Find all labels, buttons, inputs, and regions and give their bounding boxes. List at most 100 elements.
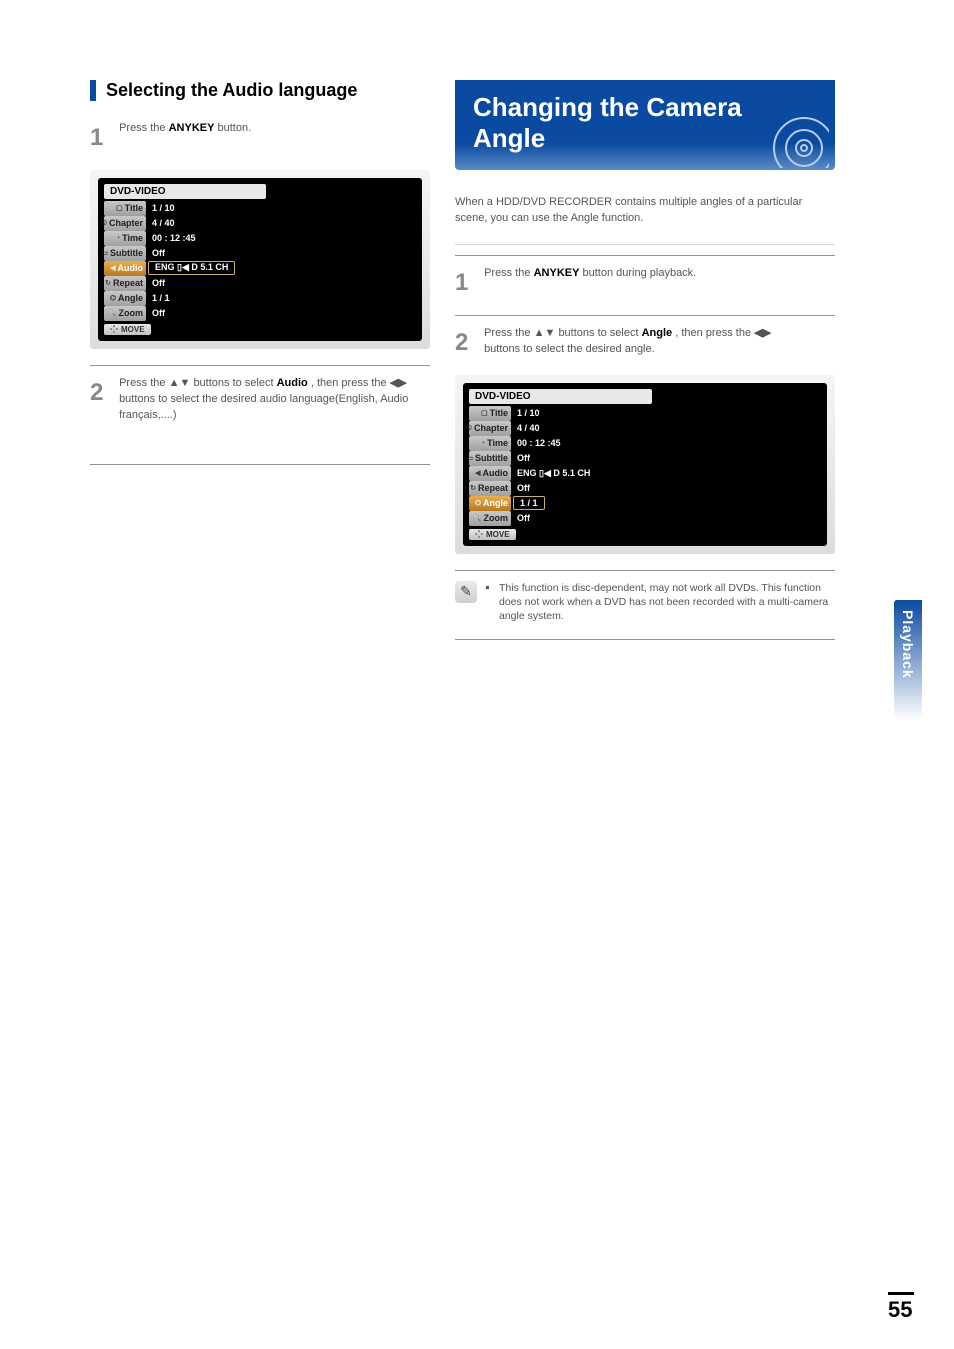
panel-key: ▢Title [104,201,146,216]
divider [455,315,835,316]
note-icon: ✎ [455,581,477,603]
rs2-end: , then press the [675,327,754,339]
panel-key-label: Chapter [474,423,508,433]
step1-post: button. [214,122,251,134]
panel-value: 4 / 40 [513,421,821,436]
section-title-audio: Selecting the Audio language [90,80,430,101]
panel-row-audio: ◀AudioENG ▯◀ D 5.1 CH [104,261,416,276]
row-icon: ▭ [466,454,473,462]
panel-value: 1 / 1 [513,496,545,510]
row-icon: ① [466,424,472,432]
panel-key: ▭Subtitle [469,451,511,466]
left-right-icon: ◀▶ [390,377,407,389]
rs1-post: button during playback. [579,267,696,279]
step1-bold: ANYKEY [169,122,215,134]
disc-icon [759,98,829,168]
panel-header: DVD-VIDEO [104,184,266,199]
panel-row-chapter: ①Chapter4 / 40 [469,421,821,436]
divider [455,570,835,571]
row-icon: ⌬ [475,499,481,507]
intro-text: When a HDD/DVD RECORDER contains multipl… [455,195,835,226]
s2a-end: , then press the [311,377,390,389]
panel-row-subtitle: ▭SubtitleOff [469,451,821,466]
row-icon: ▭ [101,249,108,257]
panel-key-label: Chapter [109,218,143,228]
rs1-bold: ANYKEY [534,267,580,279]
panel-row-angle: ⌬Angle1 / 1 [469,496,821,511]
step-number: 2 [455,326,481,361]
panel-key: ◔Time [104,231,146,246]
panel-value: ENG ▯◀ D 5.1 CH [148,261,235,275]
panel-key: ▢Title [469,406,511,421]
panel-key: ⌬Angle [104,291,146,306]
panel-value: 1 / 10 [148,201,416,216]
rs2-mid: buttons to select [558,327,641,339]
panel-key-label: Zoom [119,308,144,318]
panel-key: ◔Time [469,436,511,451]
move-icon [110,325,118,333]
panel-key-label: Angle [118,293,143,303]
panel-key: ⌬Angle [469,496,511,511]
panel-key-label: Time [122,233,143,243]
panel-row-repeat: ↻RepeatOff [104,276,416,291]
s2a-mid: buttons to select [193,377,276,389]
panel-key: ◀Audio [104,261,146,276]
panel-row-time: ◔Time00 : 12 :45 [469,436,821,451]
divider [455,639,835,640]
row-icon: ◀ [475,469,480,477]
up-down-icon: ▲▼ [534,327,556,339]
panel-header: DVD-VIDEO [469,389,652,404]
panel-value: 1 / 10 [513,406,821,421]
move-button[interactable]: MOVE [469,529,516,540]
panel-key-label: Zoom [484,513,509,523]
side-tab-label: Playback [900,610,916,679]
panel-row-repeat: ↻RepeatOff [469,481,821,496]
panel-row-zoom: 🔍ZoomOff [104,306,416,321]
panel-value: Off [148,306,416,321]
note-block: ✎ NOTE This function is disc-dependent, … [455,581,835,624]
row-icon: ◀ [110,264,115,272]
row-icon: ↻ [470,484,476,492]
panel-key: ↻Repeat [469,481,511,496]
panel-value: 00 : 12 :45 [513,436,821,451]
panel-key-label: Title [125,203,143,213]
panel-value: 4 / 40 [148,216,416,231]
rs1-pre: Press the [484,267,534,279]
row-icon: ⌬ [110,294,116,302]
divider [455,255,835,256]
panel-row-title: ▢Title1 / 10 [469,406,821,421]
panel-row-angle: ⌬Angle1 / 1 [104,291,416,306]
row-icon: ① [101,219,107,227]
rs2-bold: Angle [642,327,673,339]
move-label: MOVE [121,325,145,334]
panel-key-label: Audio [483,468,509,478]
right-step-2: 2 Press the ▲▼ buttons to select Angle ,… [455,326,835,361]
panel-key-label: Subtitle [475,453,508,463]
panel-value: 00 : 12 :45 [148,231,416,246]
panel-key: ①Chapter [469,421,511,436]
panel-key: ①Chapter [104,216,146,231]
rs2-pre: Press the [484,327,534,339]
panel-value: Off [513,481,821,496]
left-step-1: 1 Press the ANYKEY button. [90,121,430,156]
panel-key-label: Subtitle [110,248,143,258]
row-icon: ▢ [116,204,123,212]
panel-key-label: Time [487,438,508,448]
panel-value: ENG ▯◀ D 5.1 CH [513,466,821,481]
up-down-icon: ▲▼ [169,377,191,389]
step-number: 1 [455,266,481,301]
page-number: 55 [888,1292,914,1323]
dvd-panel-audio: DVD-VIDEO ▢Title1 / 10①Chapter4 / 40◔Tim… [90,170,430,349]
move-button[interactable]: MOVE [104,324,151,335]
row-icon: 🔍 [108,309,117,317]
panel-key-label: Repeat [113,278,143,288]
row-icon: ◔ [481,440,485,447]
panel-row-title: ▢Title1 / 10 [104,201,416,216]
s2b: buttons to select the desired audio lang… [119,393,408,421]
dvd-panel-angle: DVD-VIDEO ▢Title1 / 10①Chapter4 / 40◔Tim… [455,375,835,554]
panel-value: 1 / 1 [148,291,416,306]
row-icon: 🔍 [473,514,482,522]
panel-key: 🔍Zoom [104,306,146,321]
left-step-2: 2 Press the ▲▼ buttons to select Audio ,… [90,376,430,424]
move-icon [475,530,483,538]
